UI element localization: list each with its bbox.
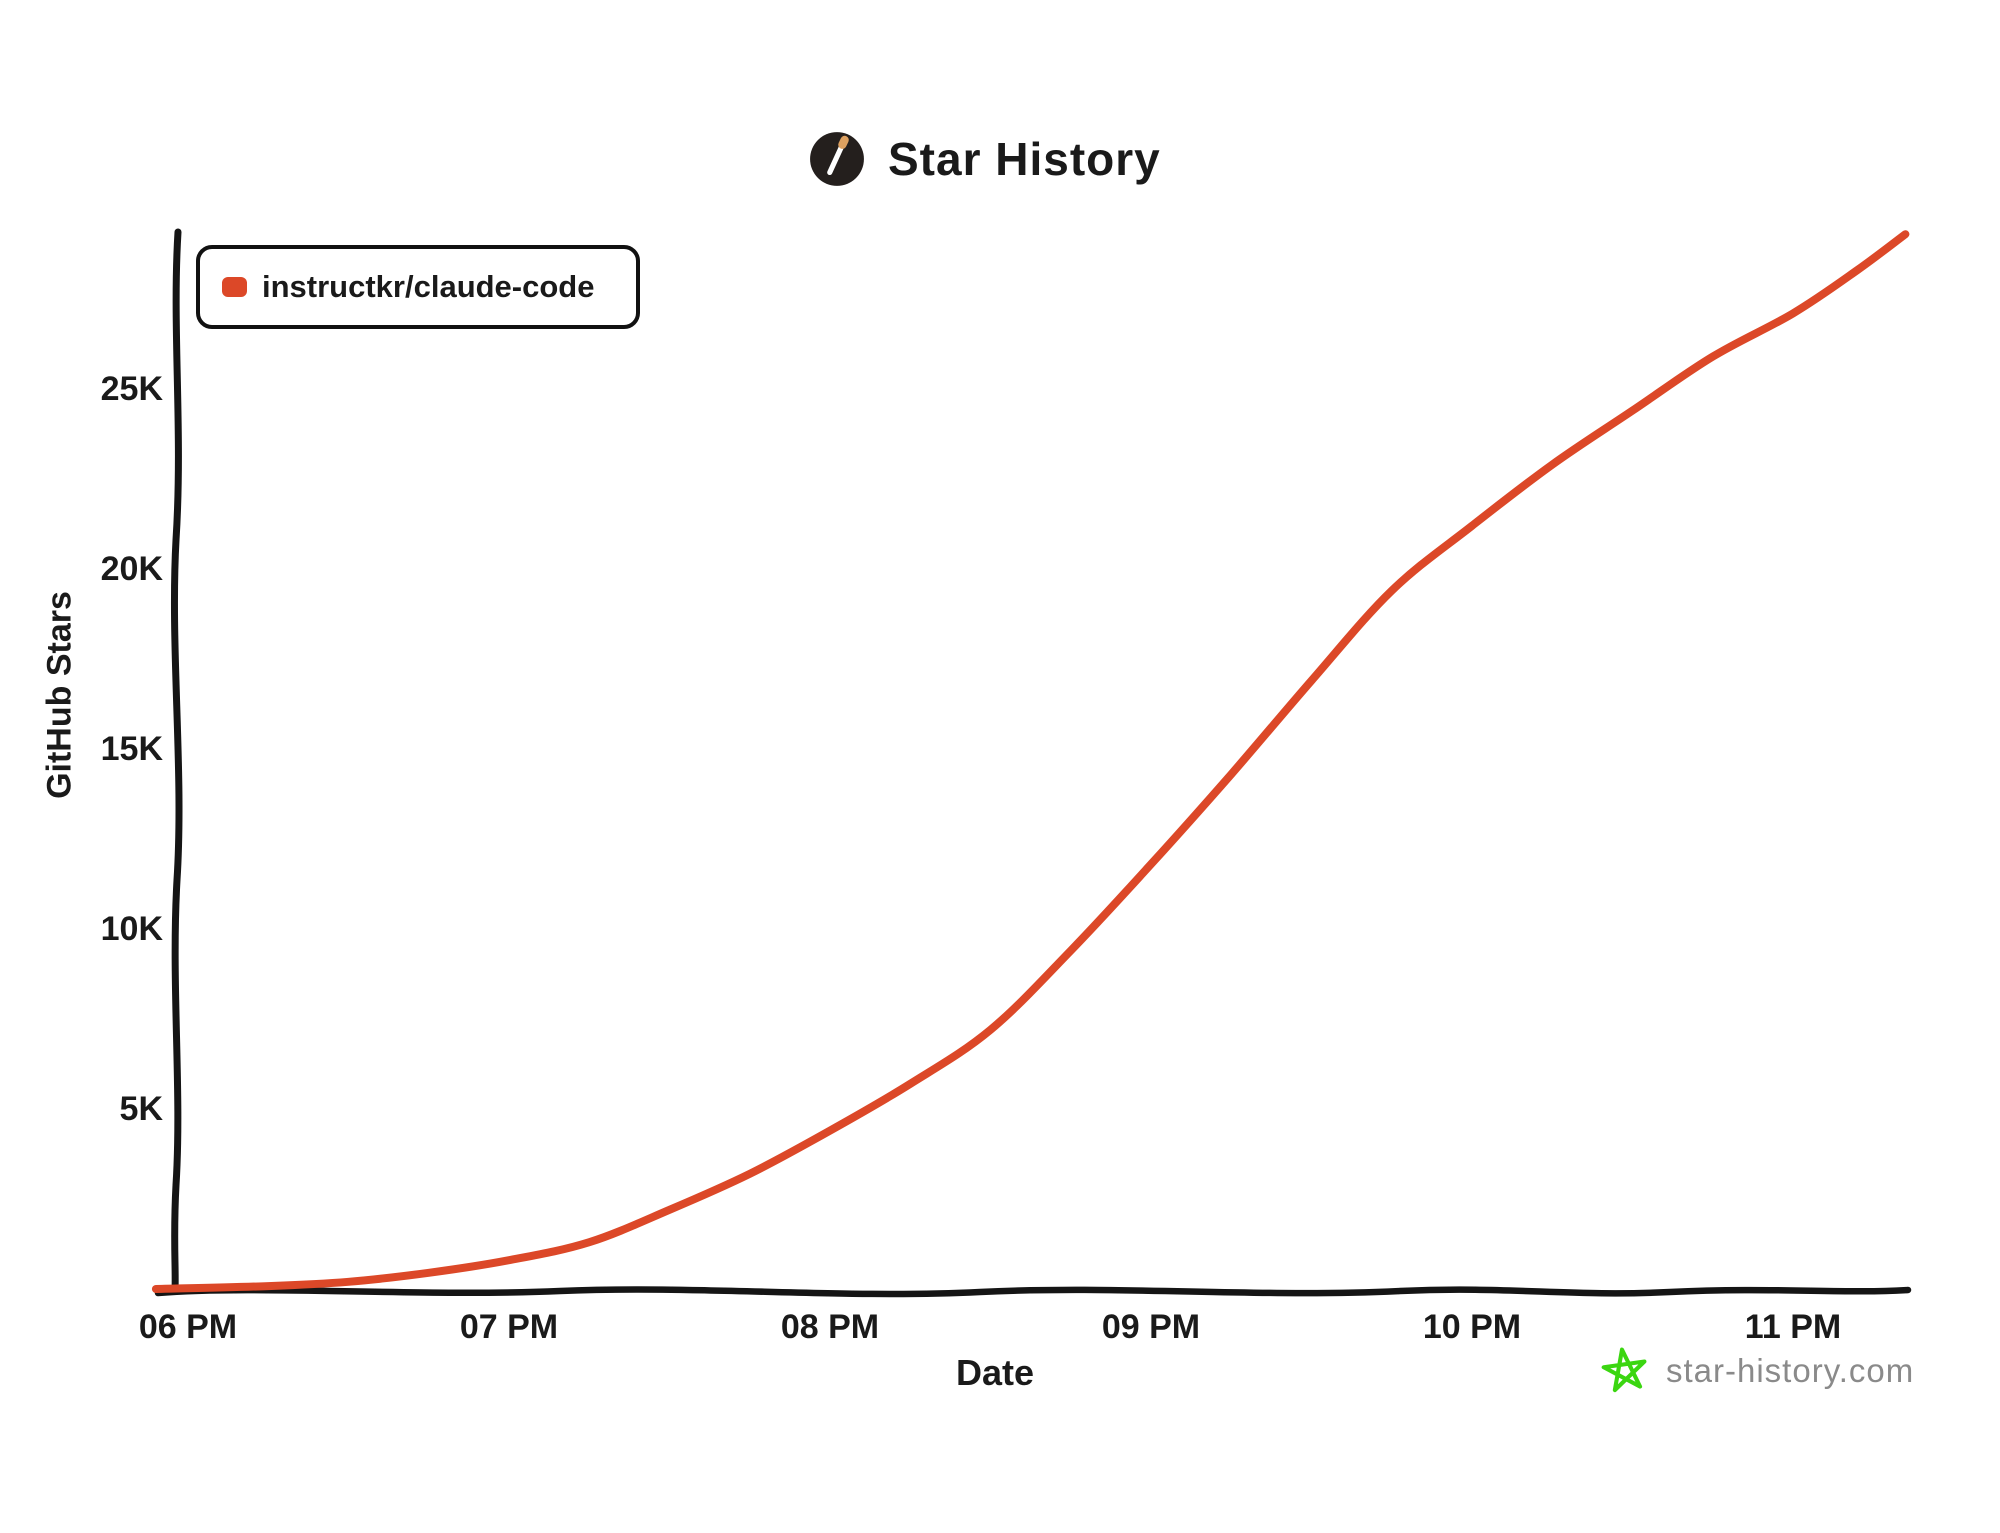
x-tick-label: 08 PM bbox=[780, 1308, 880, 1346]
y-tick-label: 15K bbox=[100, 730, 163, 768]
x-tick-label: 07 PM bbox=[459, 1308, 559, 1346]
legend-series-marker bbox=[222, 277, 247, 297]
legend-series-label: instructkr/claude-code bbox=[262, 269, 595, 304]
green-star-icon bbox=[1601, 1347, 1647, 1393]
title-group: Star History bbox=[808, 130, 1161, 188]
y-tick-label: 10K bbox=[100, 910, 163, 948]
legend-box[interactable]: instructkr/claude-code bbox=[196, 245, 640, 329]
x-tick-label: 11 PM bbox=[1744, 1308, 1842, 1346]
y-axis-line bbox=[170, 228, 183, 1295]
footer-brand[interactable]: star-history.com bbox=[1600, 1346, 1914, 1396]
footer-site-label: star-history.com bbox=[1666, 1352, 1915, 1389]
x-tick-label: 10 PM bbox=[1422, 1308, 1522, 1346]
star-history-logo-icon bbox=[810, 132, 864, 186]
y-tick-label: 20K bbox=[100, 550, 163, 588]
x-tick-label: 06 PM bbox=[138, 1308, 238, 1346]
x-axis-line bbox=[154, 1286, 1912, 1298]
x-axis-title: Date bbox=[955, 1352, 1035, 1393]
y-tick-label: 5K bbox=[119, 1090, 163, 1128]
x-tick-label: 09 PM bbox=[1101, 1308, 1201, 1346]
series-line-instructkr-claude-code[interactable] bbox=[151, 230, 1910, 1293]
page-title: Star History bbox=[888, 133, 1161, 185]
y-tick-label: 25K bbox=[100, 370, 163, 408]
